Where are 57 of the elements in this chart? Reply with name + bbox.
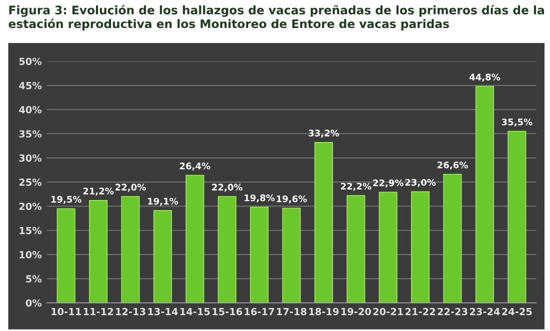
x-tick-label: 22-23	[438, 308, 468, 316]
y-tick-label: 5%	[26, 275, 42, 283]
data-label: 22,0%	[212, 184, 242, 192]
y-tick-label: 30%	[19, 154, 42, 162]
data-label: 19,5%	[51, 196, 82, 204]
x-tick-label: 15-16	[212, 308, 242, 316]
y-tick-label: 25%	[19, 178, 42, 186]
x-tick-label: 21-22	[406, 308, 436, 316]
data-label: 35,5%	[502, 118, 532, 127]
bar	[282, 208, 301, 303]
data-label: 26,4%	[180, 162, 210, 171]
data-label: 22,0%	[116, 184, 146, 192]
x-tick-label: 14-15	[180, 308, 210, 316]
bar	[475, 86, 494, 303]
x-tick-label: 11-12	[84, 308, 113, 316]
x-tick-label: 24-25	[502, 308, 532, 316]
bar	[153, 210, 172, 303]
y-tick-label: 0%	[26, 299, 42, 307]
bar	[508, 130, 526, 303]
bar	[411, 191, 430, 303]
data-label: 22,2%	[340, 182, 372, 191]
bar	[121, 196, 140, 303]
bar	[186, 174, 204, 303]
y-tick-label: 40%	[19, 106, 42, 114]
bar	[56, 208, 76, 303]
data-label: 19,1%	[148, 198, 178, 206]
data-label: 33,2%	[308, 130, 340, 138]
bar	[89, 200, 108, 303]
data-label: 26,6%	[438, 162, 468, 170]
chart-title: Figura 3: Evolución de los hallazgos de vacas preñadas de los primeros días de la estación reproductiva en los Monitoreo de Entore de vacas paridas	[8, 4, 544, 30]
y-tick-label: 20%	[19, 202, 42, 210]
x-tick-label: 18-19	[309, 308, 339, 316]
data-label: 23,0%	[405, 178, 436, 187]
x-tick-label: 13-14	[148, 308, 178, 316]
y-tick-label: 15%	[20, 226, 42, 234]
data-label: 44,8%	[469, 74, 500, 82]
bar	[346, 195, 366, 303]
x-tick-label: 20-21	[373, 308, 403, 316]
y-tick-label: 35%	[19, 130, 42, 138]
y-tick-label: 10%	[20, 251, 42, 258]
x-tick-label: 12-13	[116, 308, 146, 316]
data-label: 22,9%	[373, 179, 404, 188]
bar	[314, 142, 333, 303]
bar	[443, 174, 462, 303]
x-tick-label: 17-18	[277, 308, 306, 316]
x-tick-label: 19-20	[341, 308, 371, 316]
x-tick-label: 16-17	[244, 308, 274, 316]
y-tick-label: 45%	[19, 82, 42, 90]
x-tick-label: 10-11	[52, 308, 81, 316]
data-label: 19,6%	[276, 195, 307, 204]
bar	[378, 192, 398, 303]
x-tick-label: 23-24	[470, 308, 500, 316]
y-tick-label: 50%	[19, 58, 42, 66]
bar	[250, 206, 269, 303]
data-label: 19,8%	[244, 194, 275, 202]
bar	[218, 196, 236, 303]
data-label: 21,2%	[83, 188, 114, 196]
